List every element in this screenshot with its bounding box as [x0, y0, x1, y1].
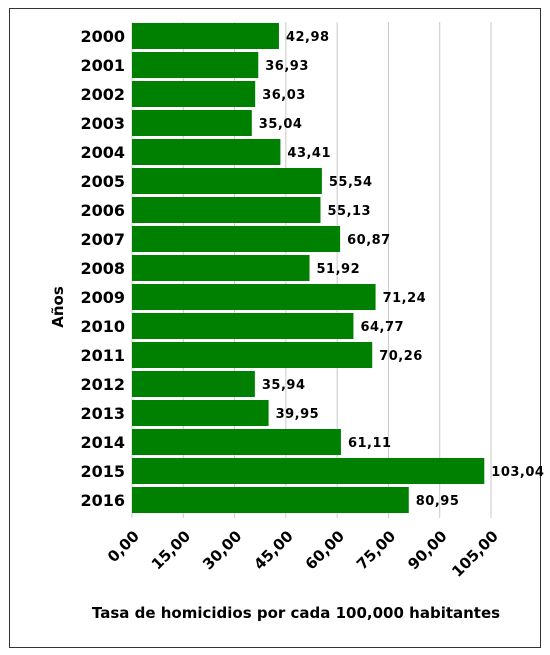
data-label-2000: 42,98: [286, 30, 330, 45]
x-tick-label-2: 30,00: [199, 527, 245, 573]
data-label-2004: 43,41: [287, 146, 331, 161]
bar-2010: [132, 313, 354, 339]
category-label-2013: 2013: [80, 404, 125, 423]
data-label-2013: 39,95: [276, 407, 320, 422]
bar-2008: [132, 255, 310, 281]
data-labels: 42,98 36,93 36,03 35,04 43,41 55,54 55,13 60,87…: [259, 30, 544, 509]
bar-2000: [132, 23, 279, 49]
data-label-2002: 36,03: [262, 88, 306, 103]
x-tick-label-7: 105,00: [448, 527, 502, 581]
category-label-2009: 2009: [80, 288, 125, 307]
data-label-2016: 80,95: [416, 494, 460, 509]
data-label-2008: 51,92: [317, 262, 361, 277]
category-label-2012: 2012: [80, 375, 125, 394]
bar-2004: [132, 139, 281, 165]
data-label-2005: 55,54: [329, 175, 373, 190]
bar-2012: [132, 371, 255, 397]
data-label-2015: 103,04: [491, 465, 544, 480]
bar-2001: [132, 52, 259, 78]
bar-2003: [132, 110, 252, 136]
category-label-2000: 2000: [80, 27, 125, 46]
bar-2002: [132, 81, 256, 107]
category-label-2004: 2004: [80, 143, 125, 162]
category-label-2005: 2005: [80, 172, 125, 191]
x-tick-label-5: 75,00: [353, 527, 399, 573]
data-label-2012: 35,94: [262, 378, 306, 393]
category-label-2003: 2003: [80, 114, 125, 133]
bar-2006: [132, 197, 321, 223]
category-label-2010: 2010: [80, 317, 125, 336]
category-labels: 2000 2001 2002 2003 2004 2005 2006 2007 2008 2009…: [80, 27, 125, 510]
category-label-2011: 2011: [80, 346, 125, 365]
category-label-2002: 2002: [80, 85, 125, 104]
bar-2011: [132, 342, 373, 368]
category-label-2007: 2007: [80, 230, 125, 249]
x-tick-label-0: 0,00: [104, 527, 143, 566]
x-tick-label-1: 15,00: [148, 527, 194, 573]
data-label-2010: 64,77: [360, 320, 404, 335]
category-label-2015: 2015: [80, 462, 125, 481]
bar-2009: [132, 284, 376, 310]
data-label-2001: 36,93: [265, 59, 309, 74]
category-label-2001: 2001: [80, 56, 125, 75]
data-label-2003: 35,04: [259, 117, 303, 132]
category-label-2016: 2016: [80, 491, 125, 510]
category-label-2014: 2014: [80, 433, 125, 452]
x-tick-label-6: 90,00: [404, 527, 450, 573]
y-axis-title: Años: [49, 286, 67, 328]
x-axis-title: Tasa de homicidios por cada 100,000 habi…: [92, 604, 500, 622]
bars: [132, 23, 485, 513]
bar-2007: [132, 226, 341, 252]
bar-2016: [132, 487, 409, 513]
data-label-2009: 71,24: [383, 291, 427, 306]
category-label-2006: 2006: [80, 201, 125, 220]
x-tick-label-4: 60,00: [302, 527, 348, 573]
data-label-2014: 61,11: [348, 436, 392, 451]
data-label-2011: 70,26: [379, 349, 423, 364]
bar-2013: [132, 400, 269, 426]
data-label-2006: 55,13: [327, 204, 371, 219]
category-label-2008: 2008: [80, 259, 125, 278]
bar-2015: [132, 458, 485, 484]
bar-2014: [132, 429, 341, 455]
data-label-2007: 60,87: [347, 233, 391, 248]
bar-2005: [132, 168, 322, 194]
x-tick-label-3: 45,00: [250, 527, 296, 573]
